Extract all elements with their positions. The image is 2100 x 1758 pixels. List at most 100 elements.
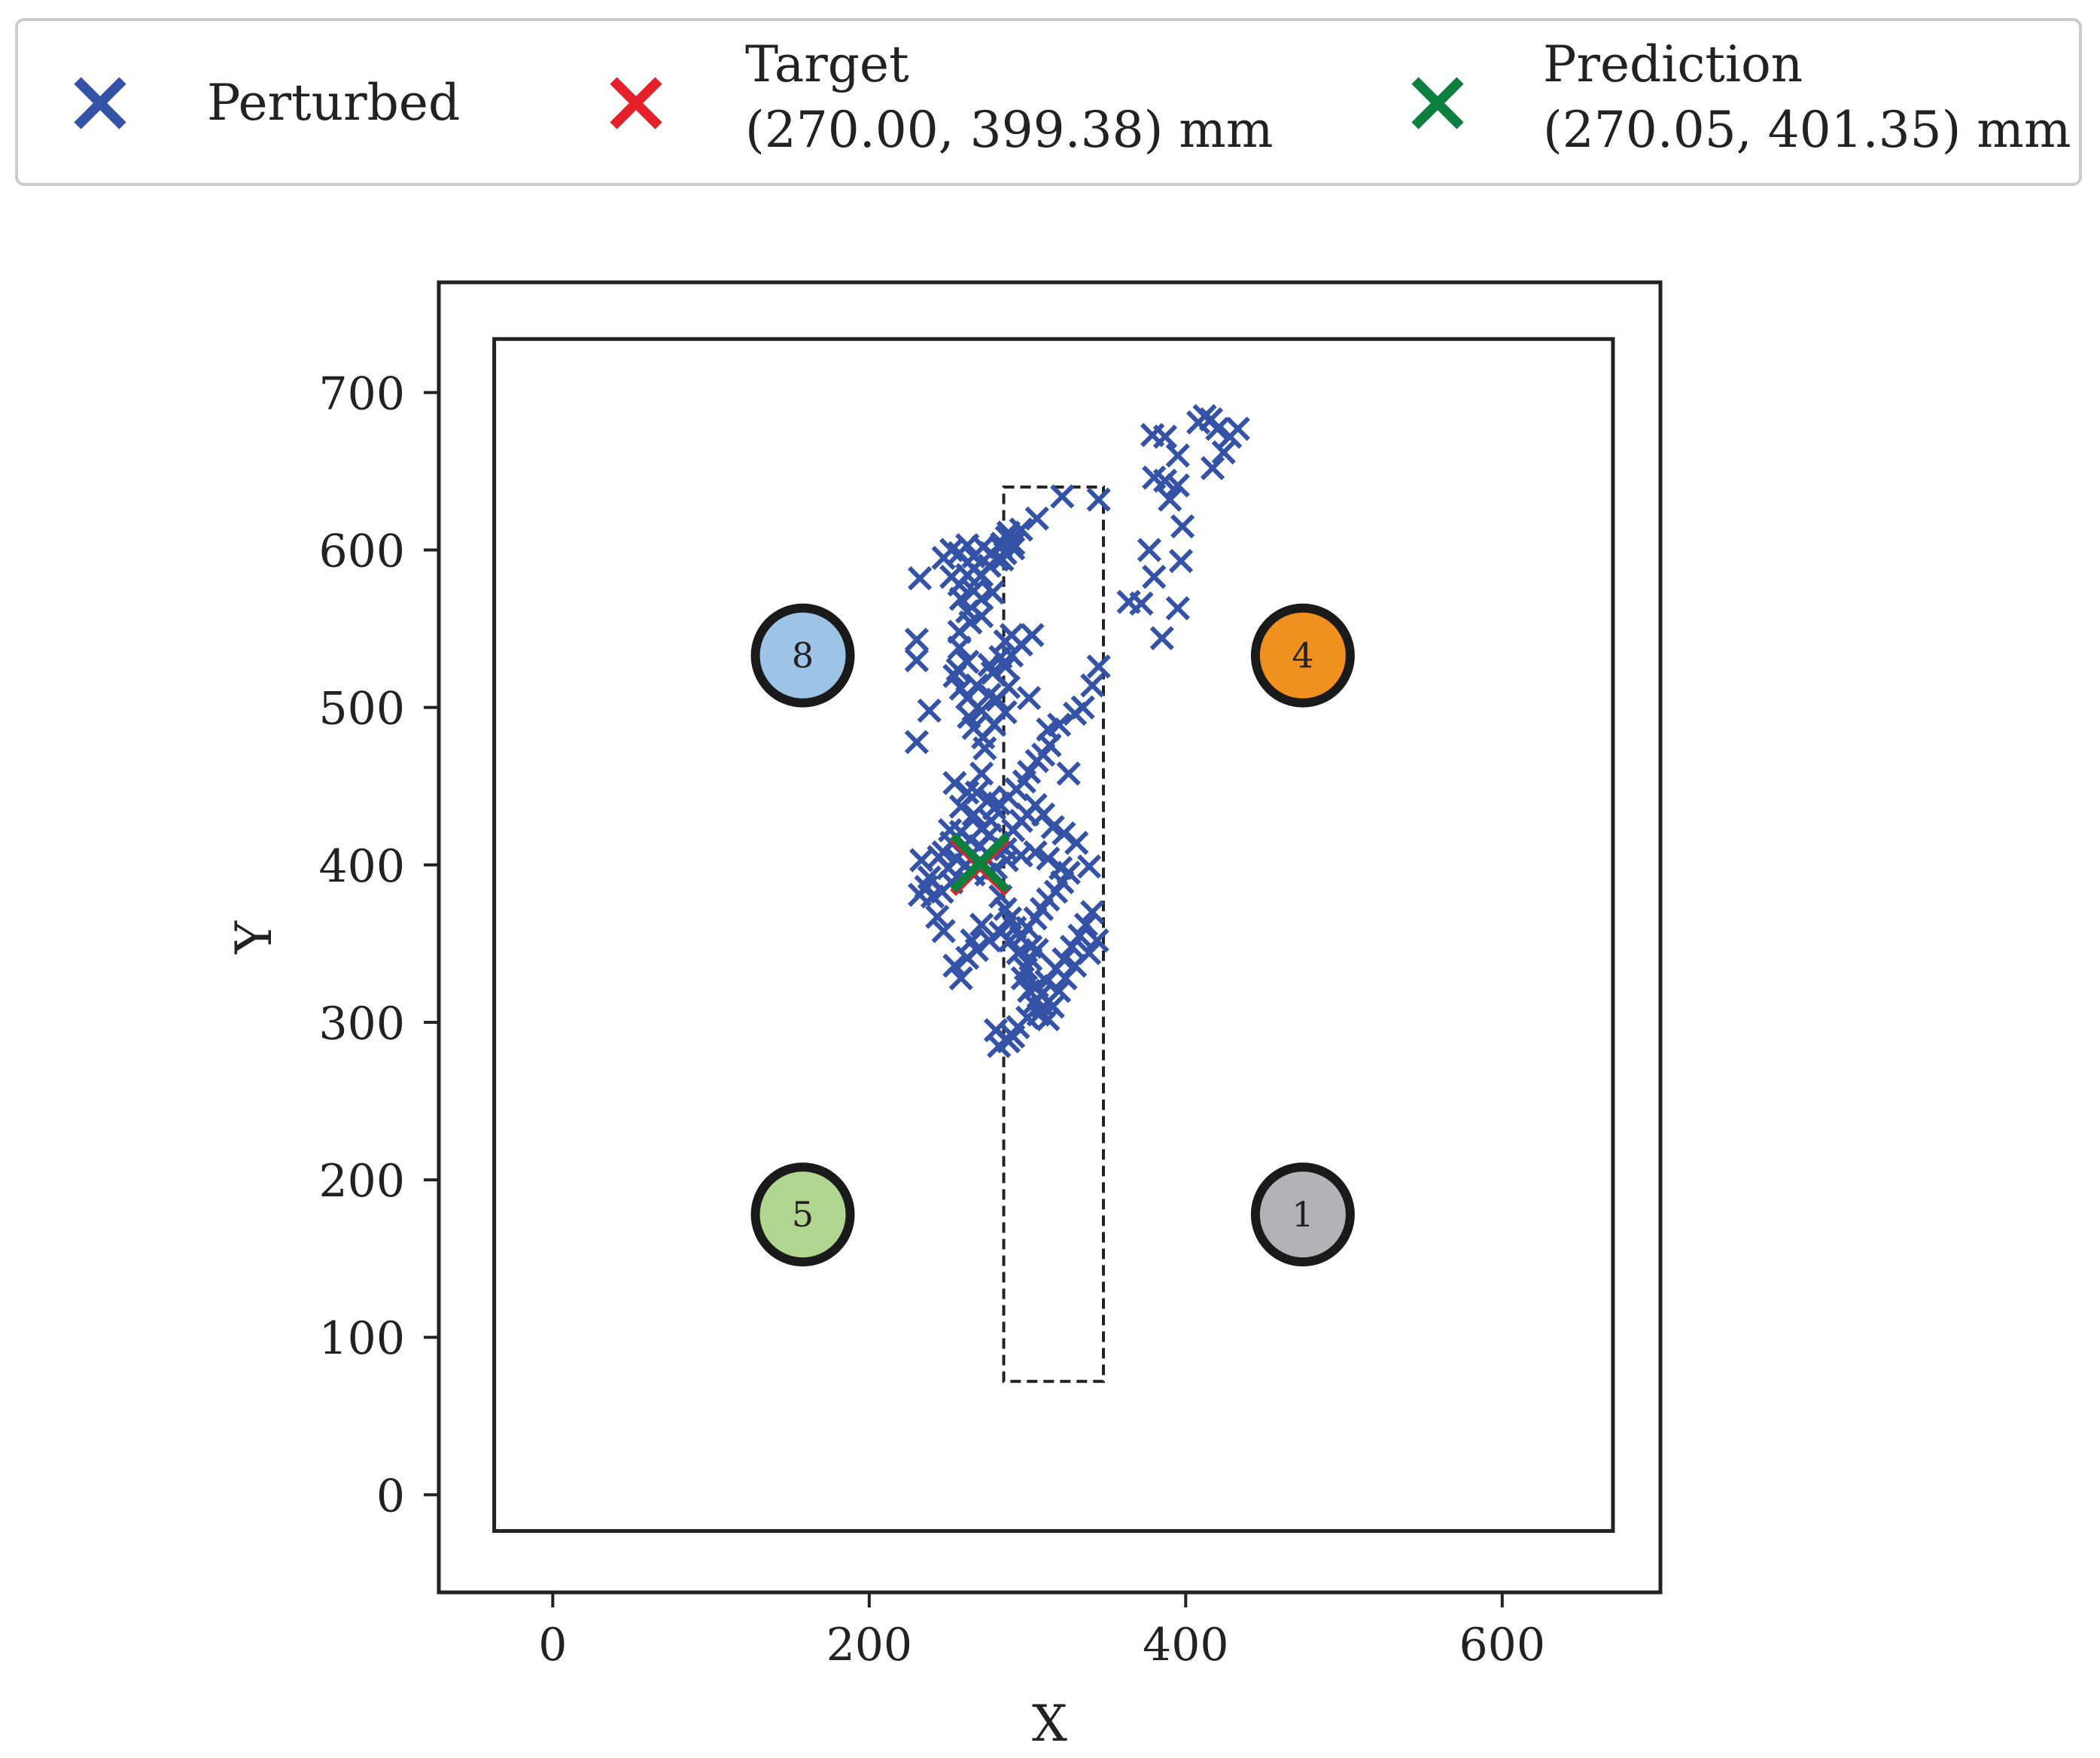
point-perturbed <box>1168 549 1194 574</box>
marker-5: 5 <box>750 1162 855 1267</box>
point-perturbed <box>1085 928 1109 953</box>
x-tick-label: 600 <box>1459 1619 1546 1671</box>
point-perturbed <box>1165 443 1190 468</box>
point-perturbed <box>993 629 1018 654</box>
point-perturbed <box>1225 416 1250 441</box>
point-perturbed <box>980 580 1005 605</box>
y-axis-label: Y <box>225 920 283 955</box>
point-perturbed <box>969 761 994 786</box>
point-perturbed <box>1009 843 1033 868</box>
y-tick-label: 700 <box>318 367 405 420</box>
point-perturbed <box>969 587 994 611</box>
axes: 0 200 400 600 0 100 200 300 400 500 600 700 X Y <box>225 280 1663 1753</box>
legend-marker-1 <box>74 77 126 129</box>
point-perturbed <box>1040 815 1065 839</box>
point-perturbed <box>1149 626 1174 650</box>
point-perturbed <box>931 919 956 943</box>
point-perturbed <box>988 920 1013 945</box>
point-perturbed <box>1200 455 1225 480</box>
marker-4: 4 <box>1250 603 1355 708</box>
legend-label-1: Perturbed <box>207 74 460 132</box>
point-perturbed <box>942 953 967 978</box>
point-perturbed <box>1024 973 1049 998</box>
point-perturbed <box>969 604 994 629</box>
point-perturbed <box>996 675 1021 699</box>
marker-8: 8 <box>750 603 855 708</box>
marker-label: 5 <box>792 1194 814 1235</box>
marker-circle <box>1250 1162 1355 1267</box>
point-perturbed <box>904 730 930 754</box>
point-perturbed <box>1142 564 1167 590</box>
legend-frame <box>15 18 2082 186</box>
legend-marker-3 <box>1411 77 1464 129</box>
y-tick-label: 200 <box>318 1155 405 1208</box>
point-perturbed <box>1211 440 1236 465</box>
arena-border <box>492 337 1615 1533</box>
point-perturbed <box>964 780 989 805</box>
marker-circle <box>1250 603 1355 708</box>
x-tick-label: 400 <box>1143 1619 1229 1671</box>
point-perturbed <box>1076 854 1102 879</box>
point-perturbed <box>1056 761 1081 786</box>
point-perturbed <box>1036 846 1061 871</box>
point-perturbed <box>994 848 1019 873</box>
point-prediction <box>950 833 1010 893</box>
point-perturbed <box>993 699 1018 725</box>
point-perturbed <box>1070 695 1095 720</box>
marker-label: 4 <box>1292 635 1313 676</box>
point-perturbed <box>1024 506 1049 531</box>
y-tick-label: 400 <box>318 840 405 893</box>
x-tick-label: 200 <box>826 1619 913 1671</box>
point-perturbed <box>1170 514 1195 539</box>
point-perturbed <box>1020 623 1045 647</box>
point-perturbed <box>1017 685 1042 711</box>
point-perturbed <box>1080 900 1105 925</box>
point-perturbed <box>955 780 980 805</box>
point-perturbed <box>1050 484 1075 509</box>
point-perturbed <box>948 587 973 611</box>
point-perturbed <box>1052 947 1076 972</box>
point-perturbed <box>1073 913 1098 937</box>
legend-label-3-line-1: Prediction <box>1543 35 1803 93</box>
point-perturbed <box>917 698 942 723</box>
point-perturbed <box>925 904 950 929</box>
plot-area: 8 4 5 1 <box>492 337 1615 1533</box>
point-perturbed <box>1142 465 1167 490</box>
point-perturbed <box>1192 404 1217 428</box>
point-perturbed <box>993 654 1018 679</box>
point-perturbed <box>1165 473 1190 498</box>
y-tick-label: 300 <box>318 998 405 1050</box>
series-perturbed <box>904 404 1250 1059</box>
point-perturbed <box>964 673 989 698</box>
point-perturbed <box>904 627 930 652</box>
marker-1: 1 <box>1250 1162 1355 1267</box>
point-perturbed <box>969 913 994 937</box>
axes-frame <box>437 280 1663 1595</box>
series-prediction <box>950 833 1010 893</box>
point-perturbed <box>955 946 980 970</box>
point-perturbed <box>1018 934 1043 959</box>
point-perturbed <box>1056 861 1081 885</box>
point-perturbed <box>1036 1007 1061 1031</box>
marker-label: 1 <box>1292 1194 1313 1235</box>
point-perturbed <box>960 928 985 953</box>
point-perturbed <box>1067 923 1092 949</box>
point-perturbed <box>1009 517 1033 542</box>
point-perturbed <box>945 657 970 682</box>
point-perturbed <box>1086 654 1111 679</box>
point-perturbed <box>987 1034 1012 1059</box>
point-perturbed <box>948 966 973 991</box>
marker-circle <box>750 603 855 708</box>
point-perturbed <box>904 647 930 673</box>
point-perturbed <box>1010 966 1035 991</box>
point-perturbed <box>909 848 934 873</box>
point-perturbed <box>1030 994 1056 1019</box>
legend-marker-2 <box>610 77 662 129</box>
y-tick-label: 100 <box>318 1312 405 1365</box>
point-perturbed <box>1080 673 1105 698</box>
point-perturbed <box>958 610 983 635</box>
point-perturbed <box>1046 712 1072 737</box>
x-axis-label: X <box>1032 1695 1067 1753</box>
